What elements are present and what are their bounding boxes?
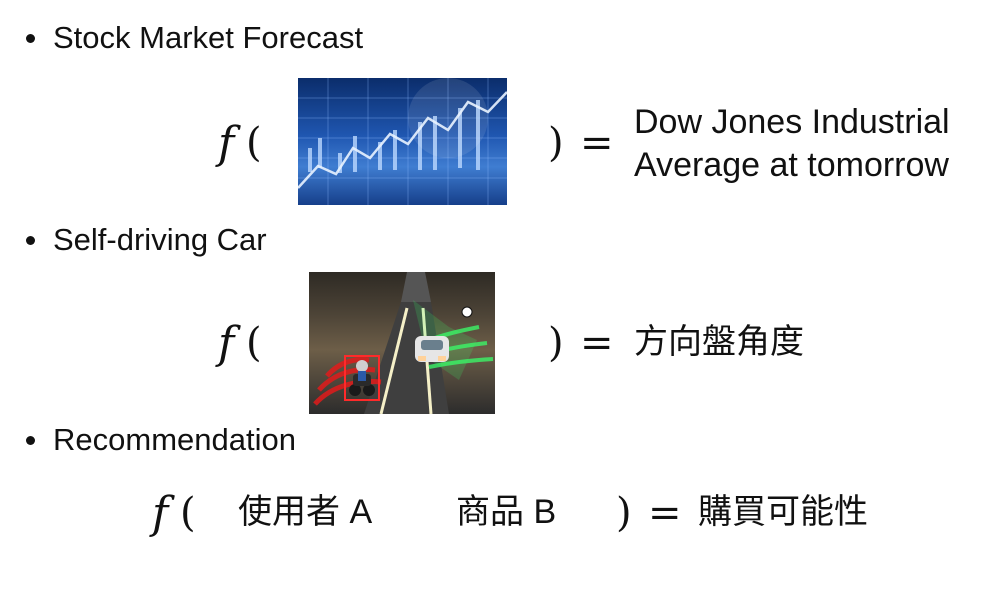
equals-sign-recommendation: =: [648, 490, 682, 536]
stock-output-line1: Dow Jones Industrial: [634, 103, 950, 141]
bullet-recommendation: Recommendation: [26, 422, 296, 458]
equals-sign-car: =: [580, 320, 614, 366]
bullet-dot: [26, 235, 35, 245]
self-driving-car-image: [309, 272, 495, 414]
recommendation-output-purchase-likelihood: 購買可能性: [698, 493, 868, 531]
recommendation-input-item: 商品 B: [456, 493, 557, 531]
open-paren-recommendation: (: [180, 490, 196, 536]
open-paren-car: (: [246, 320, 262, 366]
bullet-dot: [26, 33, 35, 43]
car-output-steering-angle: 方向盤角度: [634, 323, 804, 361]
close-paren-car: ): [548, 320, 564, 366]
close-paren-stock: ): [548, 120, 564, 166]
open-paren-stock: (: [246, 120, 262, 166]
function-f-stock: f: [218, 118, 235, 169]
bullet-label: Recommendation: [53, 422, 296, 457]
recommendation-input-user: 使用者 A: [238, 493, 373, 531]
function-f-recommendation: f: [152, 488, 169, 539]
bullet-dot: [26, 435, 35, 445]
close-paren-recommendation: ): [616, 490, 632, 536]
function-f-car: f: [218, 318, 235, 369]
bullet-label: Stock Market Forecast: [53, 20, 364, 55]
bullet-stock-market-forecast: Stock Market Forecast: [26, 20, 363, 56]
equals-sign-stock: =: [580, 120, 614, 166]
stock-output-line2: Average at tomorrow: [634, 146, 949, 184]
bullet-self-driving-car: Self-driving Car: [26, 222, 267, 258]
bullet-label: Self-driving Car: [53, 222, 267, 257]
stock-market-image: [298, 78, 507, 205]
